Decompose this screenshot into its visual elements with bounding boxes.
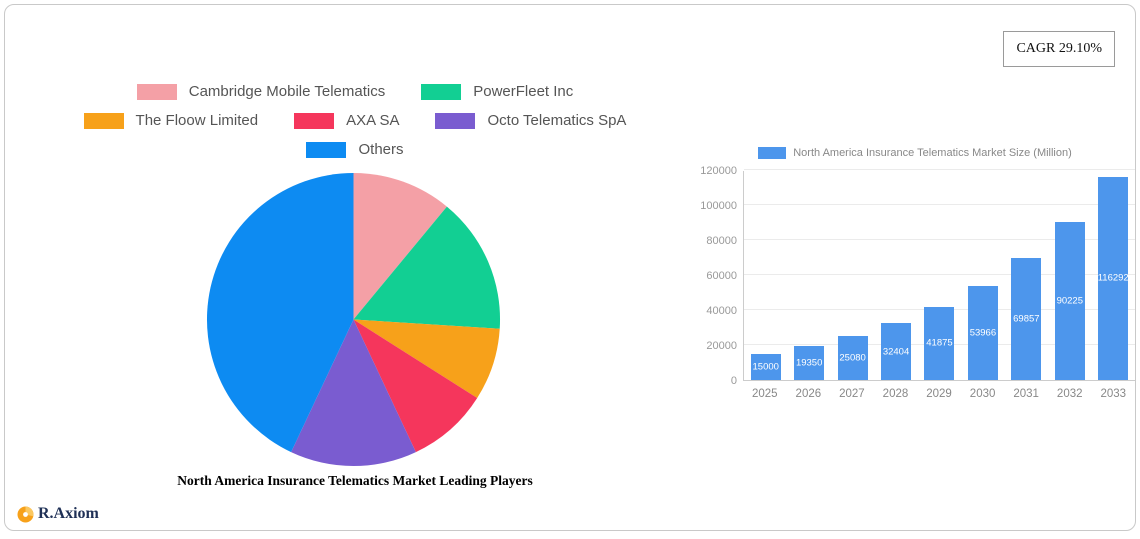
- bar-chart-body: 0 20000 40000 60000 80000 100000 120000 15000 1…: [695, 165, 1135, 387]
- brand-logo-icon: [17, 506, 34, 522]
- bar-legend-swatch: [758, 147, 787, 159]
- bar-2033: 116292: [1097, 176, 1129, 380]
- pie-slice: [291, 319, 416, 467]
- pie-slice: [353, 319, 478, 453]
- y-tick-label: 100000: [700, 200, 737, 212]
- bar-value-label: 69857: [1013, 313, 1040, 325]
- y-tick-label: 40000: [706, 305, 737, 317]
- gridline: [744, 169, 1135, 170]
- bar-slot: 32404: [874, 171, 917, 380]
- y-tick-label: 80000: [706, 235, 737, 247]
- bar-value-label: 116292: [1097, 272, 1129, 284]
- bar-value-label: 25080: [839, 352, 866, 364]
- y-tick-label: 120000: [700, 165, 737, 177]
- legend-label: Others: [358, 141, 404, 158]
- legend-item-powerfleet-inc: PowerFleet Inc: [421, 83, 573, 100]
- brand-logo: R.Axiom: [17, 505, 99, 523]
- pie-legend-row: The Floow Limited AXA SA Octo Telematics…: [35, 106, 675, 135]
- bar-slot: 69857: [1005, 171, 1048, 380]
- pie-slice: [353, 319, 500, 399]
- pie-chart: [205, 171, 502, 468]
- x-tick-label: 2032: [1056, 388, 1083, 400]
- gridline: [744, 239, 1135, 240]
- bar-slot: 53966: [961, 171, 1004, 380]
- legend-swatch: [306, 141, 347, 158]
- bar-chart-legend: North America Insurance Telematics Marke…: [695, 147, 1135, 159]
- legend-item-cambridge-mobile-telematics: Cambridge Mobile Telematics: [136, 83, 386, 100]
- y-tick-label: 20000: [706, 340, 737, 352]
- x-tick-label: 2027: [839, 388, 865, 400]
- x-tick-label: 2025: [751, 388, 778, 400]
- pie-legend: Cambridge Mobile Telematics PowerFleet I…: [35, 77, 675, 164]
- legend-item-axa-sa: AXA SA: [294, 112, 399, 129]
- bar-legend-label: North America Insurance Telematics Marke…: [793, 147, 1072, 159]
- legend-label: Cambridge Mobile Telematics: [188, 83, 386, 100]
- bar-chart: North America Insurance Telematics Marke…: [695, 147, 1135, 400]
- cagr-badge: CAGR 29.10%: [1003, 31, 1115, 67]
- bar-value-label: 53966: [969, 327, 997, 339]
- bar-2029: 41875: [924, 306, 955, 380]
- legend-label: The Floow Limited: [135, 112, 259, 129]
- x-tick-label: 2030: [969, 388, 996, 400]
- bar-value-label: 90225: [1056, 295, 1083, 307]
- pie-legend-row: Cambridge Mobile Telematics PowerFleet I…: [35, 77, 675, 106]
- pie-chart-title: North America Insurance Telematics Marke…: [177, 473, 533, 488]
- chart-card: CAGR 29.10% Cambridge Mobile Telematics …: [4, 4, 1136, 531]
- y-tick-label: 0: [730, 375, 737, 387]
- pie-slice: [353, 206, 501, 329]
- bar-x-axis: 2025 2026 2027 2028 2029 2030 2031 2032 2033: [743, 388, 1135, 400]
- legend-swatch: [421, 83, 462, 100]
- pie-svg: [206, 172, 501, 467]
- legend-item-others: Others: [306, 141, 404, 158]
- x-tick-label: 2026: [795, 388, 822, 400]
- x-tick-label: 2028: [882, 388, 909, 400]
- gridline: [744, 204, 1135, 205]
- pie-slice: [206, 172, 354, 453]
- bar-slot: 116292: [1092, 171, 1135, 380]
- legend-label: PowerFleet Inc: [473, 83, 574, 100]
- legend-label: AXA SA: [346, 112, 400, 129]
- pie-slice: [353, 172, 447, 320]
- bar-x-axis-row: 2025 2026 2027 2028 2029 2030 2031 2032 2033: [695, 381, 1135, 400]
- bar-2025: 15000: [750, 353, 781, 380]
- pie-legend-row: Others: [35, 135, 675, 164]
- y-tick-label: 60000: [706, 270, 737, 282]
- bar-slot: 25080: [831, 171, 874, 380]
- legend-item-the-floow-limited: The Floow Limited: [83, 112, 259, 129]
- bar-2028: 32404: [881, 323, 912, 380]
- legend-item-octo-telematics-spa: Octo Telematics SpA: [435, 112, 626, 129]
- bars-container: 15000 19350 25080 32404 41875 53966 69857 90225…: [744, 171, 1135, 380]
- x-tick-label: 2031: [1013, 388, 1039, 400]
- x-tick-label: 2033: [1100, 388, 1127, 400]
- gridline: [744, 274, 1135, 275]
- legend-swatch: [136, 83, 177, 100]
- bar-2032: 90225: [1054, 222, 1085, 380]
- bar-slot: 19350: [787, 171, 830, 380]
- bar-value-label: 15000: [752, 361, 779, 373]
- brand-logo-text: R.Axiom: [38, 505, 99, 522]
- bar-slot: 90225: [1048, 171, 1091, 380]
- bar-2026: 19350: [794, 346, 825, 380]
- x-tick-label: 2029: [926, 388, 952, 400]
- bar-slot: 15000: [744, 171, 787, 380]
- bar-2027: 25080: [837, 336, 868, 380]
- legend-swatch: [435, 112, 476, 129]
- bar-value-label: 32404: [882, 346, 910, 358]
- bar-y-axis: 0 20000 40000 60000 80000 100000 120000: [695, 165, 743, 387]
- bar-value-label: 19350: [795, 357, 823, 369]
- legend-swatch: [83, 112, 124, 129]
- legend-swatch: [294, 112, 335, 129]
- bar-value-label: 41875: [926, 337, 953, 349]
- bar-slot: 41875: [918, 171, 961, 380]
- legend-label: Octo Telematics SpA: [487, 112, 627, 129]
- bar-2030: 53966: [967, 285, 998, 380]
- bar-plot: 15000 19350 25080 32404 41875 53966 69857 90225…: [743, 169, 1135, 381]
- bar-2031: 69857: [1011, 257, 1042, 380]
